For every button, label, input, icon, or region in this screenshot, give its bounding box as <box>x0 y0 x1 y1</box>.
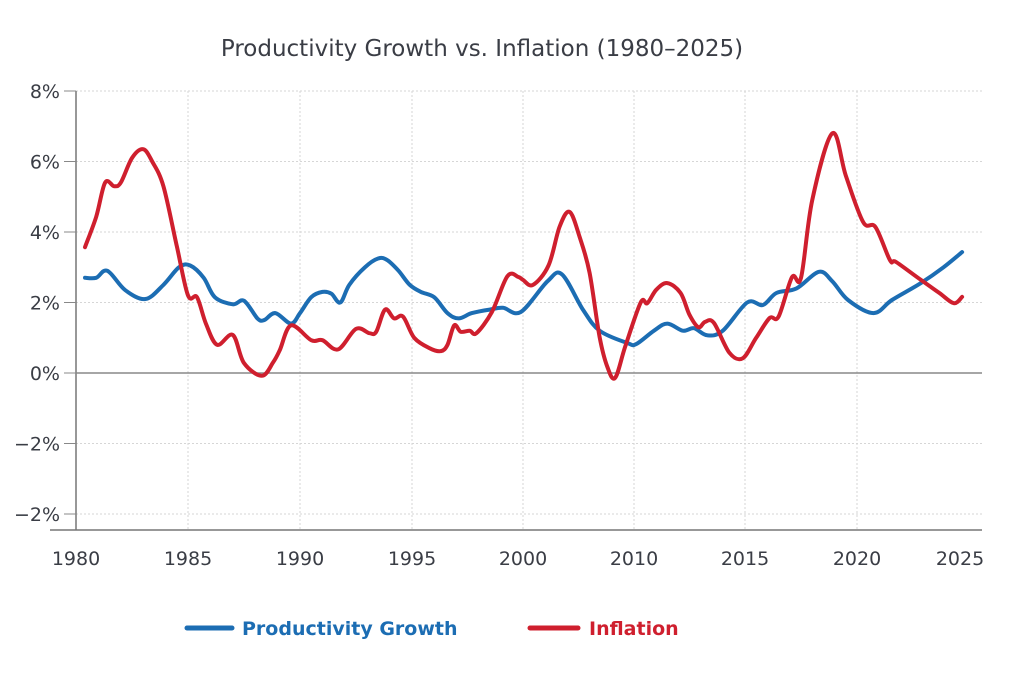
y-tick-label: 0% <box>30 363 60 385</box>
x-tick-label: 1990 <box>276 548 324 570</box>
series-line-productivity-growth <box>83 250 965 348</box>
chart-title: Productivity Growth vs. Inflation (1980–… <box>221 36 743 62</box>
y-tick-label: −2% <box>14 504 60 526</box>
x-tick-label: 2010 <box>610 548 658 570</box>
x-tick-label: 1995 <box>388 548 436 570</box>
series-line-inflation <box>83 131 965 381</box>
x-tick-label: 2025 <box>936 548 984 570</box>
legend: Productivity Growth Inflation <box>184 618 679 640</box>
axes <box>50 91 982 531</box>
y-tick-label: 4% <box>30 222 60 244</box>
x-tick-label: 1985 <box>164 548 212 570</box>
legend-label-productivity-growth: Productivity Growth <box>242 618 458 640</box>
legend-label-inflation: Inflation <box>589 618 679 640</box>
legend-item-productivity-growth[interactable]: Productivity Growth <box>184 618 458 640</box>
x-axis-ticks: 1980 1985 1990 1995 2000 2010 2015 2020 2025 <box>52 548 984 570</box>
y-tick-label: 8% <box>30 81 60 103</box>
legend-item-inflation[interactable]: Inflation <box>527 618 679 640</box>
grid <box>76 90 982 530</box>
y-axis-ticks: 8% 6% 4% 2% 0% −2% −2% <box>14 81 76 526</box>
x-tick-label: 2000 <box>499 548 547 570</box>
x-tick-label: 2015 <box>721 548 769 570</box>
x-tick-label: 2020 <box>833 548 881 570</box>
y-tick-label: 2% <box>30 293 60 315</box>
x-tick-label: 1980 <box>52 548 100 570</box>
y-tick-label: 6% <box>30 152 60 174</box>
y-tick-label: −2% <box>14 434 60 456</box>
series-lines <box>83 131 965 381</box>
